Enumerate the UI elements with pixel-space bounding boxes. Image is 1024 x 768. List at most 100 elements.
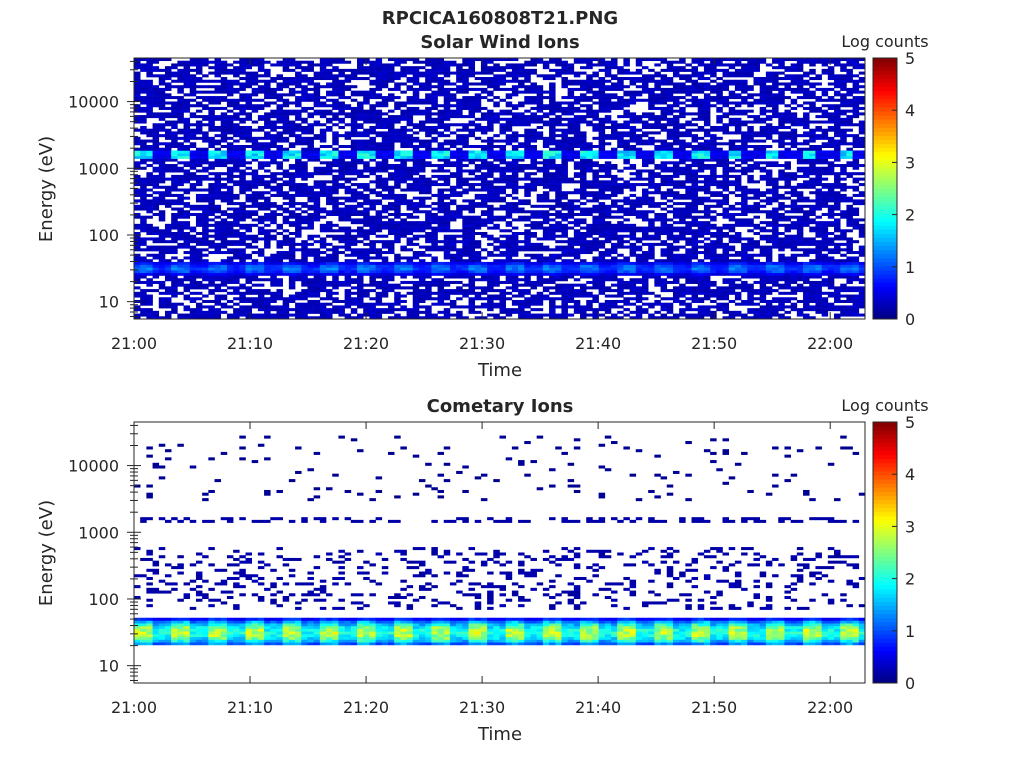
- heatmap-cell: [437, 117, 445, 121]
- heatmap-cell: [350, 278, 358, 282]
- heatmap-cell: [195, 196, 203, 200]
- heatmap-cell: [251, 58, 259, 62]
- heatmap-cell: [257, 128, 265, 132]
- heatmap-cell: [158, 104, 166, 108]
- heatmap-cell: [307, 196, 314, 200]
- heatmap-cell: [443, 234, 451, 238]
- heatmap-cell: [375, 180, 383, 184]
- heatmap-cell: [536, 212, 544, 216]
- heatmap-cell: [462, 253, 469, 257]
- heatmap-cell: [270, 221, 277, 225]
- heatmap-cell: [400, 280, 407, 284]
- heatmap-cell: [251, 316, 259, 320]
- heatmap-cell: [505, 280, 513, 284]
- heatmap-cell: [332, 253, 339, 257]
- heatmap-cell: [264, 185, 271, 189]
- heatmap-cell: [437, 93, 445, 97]
- heatmap-cell: [264, 232, 271, 236]
- heatmap-cell: [474, 158, 482, 162]
- heatmap-cell: [573, 74, 581, 78]
- heatmap-cell: [561, 251, 568, 255]
- heatmap-cell: [511, 253, 519, 257]
- heatmap-cell: [437, 166, 445, 170]
- heatmap-cell: [437, 310, 445, 314]
- heatmap-cell: [443, 270, 451, 274]
- heatmap-cell: [195, 128, 203, 132]
- heatmap-cell: [245, 316, 252, 320]
- heatmap-cell: [487, 302, 494, 306]
- heatmap-cell: [214, 283, 222, 287]
- heatmap-cell: [301, 147, 308, 151]
- heatmap-cell: [344, 297, 352, 301]
- heatmap-cell: [202, 136, 209, 140]
- heatmap-cell: [313, 153, 321, 157]
- heatmap-cell: [338, 155, 345, 159]
- heatmap-cell: [443, 98, 451, 102]
- heatmap-cell: [257, 202, 265, 206]
- heatmap-cell: [400, 226, 407, 230]
- heatmap-cell: [251, 104, 259, 108]
- heatmap-cell: [233, 90, 240, 94]
- heatmap-cell: [264, 145, 271, 149]
- heatmap-cell: [536, 278, 544, 282]
- heatmap-cell: [307, 77, 314, 81]
- heatmap-cell: [580, 232, 587, 236]
- heatmap-cell: [580, 150, 587, 154]
- heatmap-cell: [363, 145, 370, 149]
- heatmap-cell: [220, 123, 228, 127]
- heatmap-cell: [449, 256, 457, 260]
- heatmap-cell: [313, 136, 321, 140]
- heatmap-cell: [245, 188, 252, 192]
- heatmap-cell: [220, 212, 228, 216]
- heatmap-cell: [152, 115, 160, 119]
- heatmap-cell: [350, 147, 358, 151]
- heatmap-cell: [220, 117, 228, 121]
- heatmap-cell: [394, 136, 401, 140]
- heatmap-cell: [195, 60, 203, 64]
- heatmap-cell: [456, 316, 463, 320]
- heatmap-cell: [394, 253, 401, 257]
- heatmap-cell: [313, 169, 321, 173]
- heatmap-cell: [536, 275, 544, 279]
- heatmap-cell: [319, 104, 327, 108]
- heatmap-cell: [146, 153, 153, 157]
- heatmap-cell: [530, 85, 537, 89]
- heatmap-cell: [375, 286, 383, 290]
- heatmap-cell: [152, 204, 160, 208]
- heatmap-cell: [264, 131, 271, 135]
- heatmap-cell: [561, 270, 568, 274]
- heatmap-cell: [400, 112, 407, 116]
- heatmap-cell: [220, 229, 228, 233]
- heatmap-cell: [245, 74, 252, 78]
- heatmap-cell: [561, 191, 568, 195]
- heatmap-cell: [437, 87, 445, 91]
- heatmap-cell: [499, 264, 506, 268]
- heatmap-cell: [561, 101, 568, 105]
- heatmap-cell: [220, 161, 228, 165]
- heatmap-cell: [555, 234, 562, 238]
- heatmap-cell: [233, 232, 240, 236]
- heatmap-cell: [313, 202, 321, 206]
- heatmap-cell: [164, 147, 172, 151]
- heatmap-cell: [183, 139, 191, 143]
- heatmap-cell: [288, 245, 296, 249]
- heatmap-cell: [431, 245, 438, 249]
- heatmap-cell: [282, 261, 290, 265]
- heatmap-cell: [226, 226, 234, 230]
- heatmap-cell: [171, 286, 178, 290]
- heatmap-cell: [555, 256, 562, 260]
- heatmap-cell: [431, 66, 438, 70]
- heatmap-cell: [202, 134, 209, 138]
- heatmap-cell: [487, 210, 494, 214]
- heatmap-cell: [202, 253, 209, 257]
- heatmap-cell: [251, 299, 259, 303]
- heatmap-cell: [140, 155, 147, 159]
- heatmap-cell: [369, 90, 376, 94]
- heatmap-cell: [140, 289, 147, 293]
- heatmap-cell: [202, 248, 209, 252]
- heatmap-cell: [505, 267, 513, 271]
- heatmap-cell: [220, 267, 228, 271]
- heatmap-cell: [518, 202, 525, 206]
- heatmap-cell: [208, 60, 215, 64]
- heatmap-cell: [381, 234, 389, 238]
